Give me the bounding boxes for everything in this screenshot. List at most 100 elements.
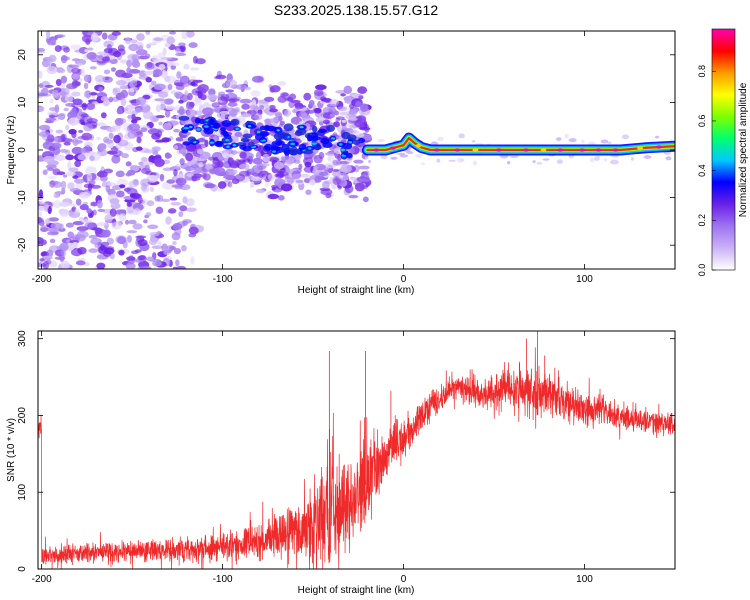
spectral-blob [98,54,104,59]
spectral-blob [65,171,76,177]
ridge-knot [637,146,644,150]
spectral-blob [217,156,225,161]
spectral-blob [128,133,135,139]
snr-panel: -200 -100 0 100 0 100 200 300 Height of straig… [6,330,676,596]
ridge-knot [415,143,422,148]
spectral-blob [179,205,188,212]
colorbar: 0.0 0.2 0.4 0.6 0.8 Normalized spectral ampl… [697,28,749,277]
spectral-blob [227,181,233,188]
spectral-blob [437,136,444,142]
spectral-blob [241,103,250,110]
spectral-blob [471,140,476,143]
spectral-blob [172,241,177,246]
spectral-blob [67,111,78,119]
spectral-blob [269,119,277,123]
spectral-blob [242,158,251,163]
spectral-blob [303,156,314,166]
spectral-blob [63,46,70,53]
spectral-blob [100,244,106,251]
spectral-blob [167,83,173,91]
spectral-blob [318,171,329,176]
spectral-blob [88,234,98,239]
spectral-blob [124,219,130,225]
y-tick-label: 10 [17,96,28,108]
spectral-blob [109,208,117,217]
spectral-blob [56,34,66,38]
spectral-blob [179,106,185,116]
spectral-blob [38,124,51,131]
spectral-blob [609,159,619,165]
spectral-blob [283,123,294,132]
spectral-blob [143,149,156,154]
spectral-blob [164,109,171,118]
spectral-blob [208,118,215,125]
spectral-ridge [361,132,675,156]
spectral-blob [326,124,335,132]
spectral-blob [194,117,201,124]
spectrogram-x-label: Height of straight line (km) [298,285,415,296]
spectral-blob [132,58,140,67]
spectral-blob [44,84,54,88]
x-tick-label: -200 [32,574,52,585]
spectral-blob [341,119,347,123]
spectral-blob [68,167,79,172]
spectral-blob [262,153,270,163]
spectral-blob [165,216,172,225]
spectral-blob [78,191,91,199]
spectral-blob [258,165,264,170]
spectral-blob [45,117,57,122]
spectral-blob [155,139,166,143]
spectral-blob [121,153,130,159]
spectral-blob [155,206,164,215]
spectral-blob [65,124,70,131]
spectral-blob [138,44,144,54]
spectral-blob [217,181,227,189]
colorbar-label: Normalized spectral amplitude [738,82,749,217]
spectral-blob [130,80,138,88]
spectral-blob [314,107,322,114]
spectral-blob [185,31,195,38]
spectral-blob [173,128,180,133]
spectral-blob [178,115,190,121]
spectral-blob [196,128,201,131]
spectral-blob [141,265,151,269]
spectral-blob [54,45,62,53]
spectral-blob [81,219,92,224]
spectral-blob [368,159,372,163]
spectral-blob [238,163,250,170]
spectral-blob [288,93,297,101]
spectral-blob [113,50,122,58]
spectral-blob [128,219,137,225]
spectral-blob [239,151,247,159]
y-tick-label: 200 [17,407,28,424]
spectral-blob [188,125,193,129]
spectral-blob [38,92,48,97]
spectral-blob [247,124,252,128]
spectral-blob [335,116,345,120]
spectral-blob [60,260,70,269]
spectral-blob [55,78,62,86]
spectral-blob [327,155,335,163]
spectral-blob [188,42,198,49]
spectral-blob [71,107,77,112]
spectral-blob [145,76,152,83]
spectral-blob [267,173,276,181]
spectral-blob [74,208,80,214]
spectral-blob [222,152,229,159]
spectral-blob [168,208,177,214]
spectral-blob [63,141,71,146]
spectral-blob [303,92,312,101]
colorbar-tick-label: 0.0 [697,264,707,277]
spectral-blob [144,62,155,70]
spectral-blob [52,181,62,188]
spectral-blob [94,227,103,235]
spectral-blob [53,200,61,209]
spectral-blob [51,89,59,98]
spectral-blob [40,225,49,232]
spectral-blob [38,189,44,198]
spectral-blob [160,57,173,61]
spectral-blob [38,200,46,205]
spectral-blob [43,155,55,163]
spectral-blob [88,248,99,253]
spectral-blob [71,73,80,80]
